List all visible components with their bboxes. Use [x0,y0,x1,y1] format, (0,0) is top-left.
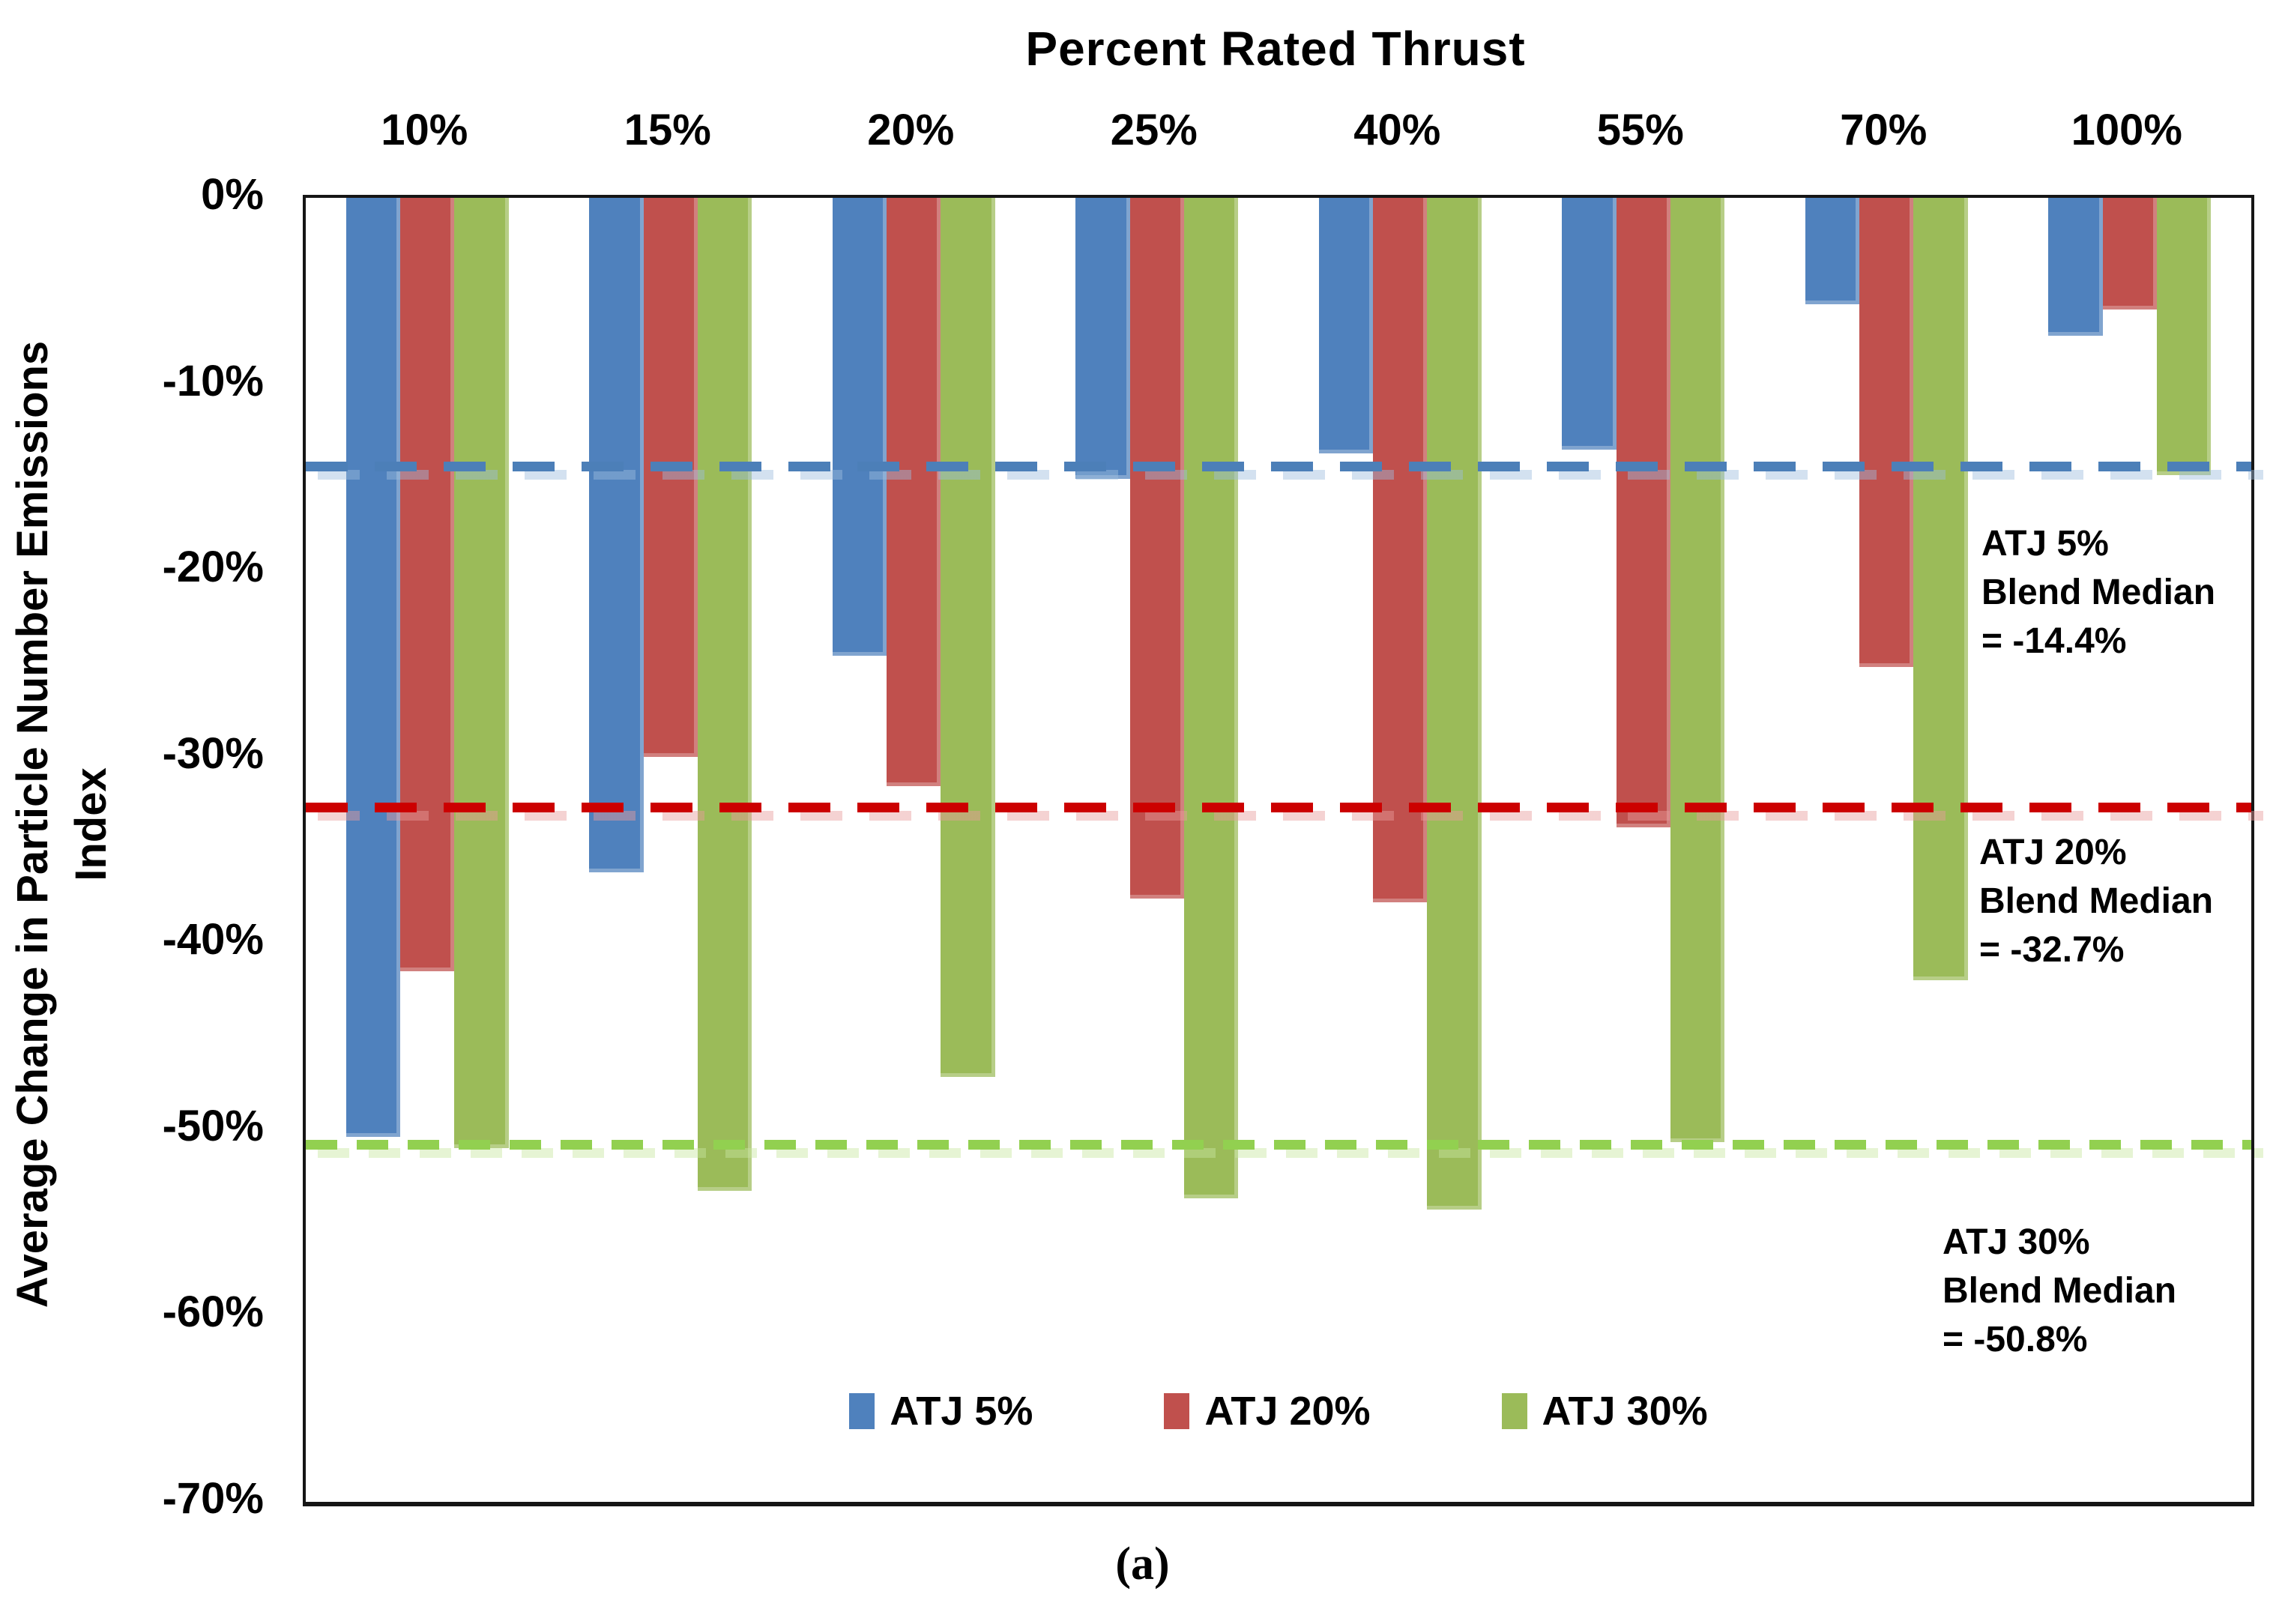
x-tick-label-20pct: 20% [867,106,955,154]
annotation-line: = -32.7% [1979,929,2125,970]
refline-shadow [318,469,2263,480]
bar-atj-5pct-100pct [2048,198,2103,336]
y-tick-label-neg10pct: -10% [162,356,264,405]
y-tick-label-neg50pct: -50% [162,1101,264,1150]
annotation-atj-20pct: ATJ 20% Blend Median = -32.7% [1979,829,2213,974]
bar-atj-20pct-20pct [887,198,941,787]
annotation-line: ATJ 20% [1979,833,2127,872]
annotation-line: ATJ 5% [1981,524,2109,564]
bar-atj-5pct-20pct [832,198,887,656]
bar-atj-20pct-70pct [1859,198,1914,668]
median-refline-atj-5pct [306,461,2263,481]
refline-dash [306,461,2251,471]
annotation-line: Blend Median [1981,572,2216,612]
bar-atj-30pct-20pct [941,198,995,1078]
refline-dash [306,1139,2251,1150]
bar-atj-30pct-70pct [1913,198,1968,980]
x-tick-label-10pct: 10% [381,106,468,154]
x-tick-label-55pct: 55% [1596,106,1684,154]
bar-atj-30pct-10pct [454,198,509,1148]
legend-label: ATJ 30% [1542,1389,1708,1434]
y-tick-label-neg70pct: -70% [162,1474,264,1523]
annotation-line: = -50.8% [1943,1319,2088,1359]
refline-shadow [318,1147,2263,1158]
y-tick-label-neg40pct: -40% [162,915,264,965]
bar-atj-5pct-10pct [345,198,401,1137]
chart-title: Percent Rated Thrust [1025,22,1526,76]
bar-atj-20pct-100pct [2102,198,2157,310]
legend-swatch [849,1393,875,1429]
plot-area: ATJ 5% Blend Median = -14.4% ATJ 20% Blend M… [303,195,2263,1506]
bar-atj-5pct-55pct [1562,198,1617,450]
legend-swatch [1164,1393,1190,1429]
bar-atj-30pct-100pct [2156,198,2212,476]
annotation-atj-5pct: ATJ 5% Blend Median = -14.4% [1981,520,2215,665]
annotation-atj-30pct: ATJ 30% Blend Median = -50.8% [1943,1219,2176,1364]
bar-atj-5pct-15pct [589,198,644,872]
bar-atj-5pct-25pct [1075,198,1130,480]
x-tick-label-25pct: 25% [1110,106,1198,154]
bar-atj-5pct-40pct [1318,198,1374,453]
annotation-line: ATJ 30% [1943,1222,2090,1262]
bar-atj-30pct-40pct [1427,198,1482,1210]
legend: ATJ 5% ATJ 20% ATJ 30% [306,1388,2251,1434]
bar-atj-20pct-55pct [1616,198,1670,828]
annotation-line: Blend Median [1979,881,2214,921]
legend-item-atj-20pct: ATJ 20% [1164,1388,1371,1434]
annotation-line: Blend Median [1943,1270,2177,1311]
y-tick-label-0pct: 0% [201,170,264,219]
x-tick-label-100pct: 100% [2071,106,2182,154]
bar-atj-30pct-15pct [697,198,752,1191]
median-refline-atj-30pct [306,1139,2263,1159]
legend-label: ATJ 5% [890,1389,1033,1434]
y-tick-label-neg30pct: -30% [162,728,264,778]
legend-item-atj-30pct: ATJ 30% [1501,1388,1708,1434]
x-tick-label-40pct: 40% [1353,106,1441,154]
refline-shadow [318,810,2263,821]
x-tick-label-70pct: 70% [1840,106,1928,154]
median-refline-atj-20pct [306,802,2263,822]
legend-swatch [1501,1393,1527,1429]
bar-atj-20pct-25pct [1129,198,1184,899]
bar-atj-30pct-55pct [1670,198,1725,1143]
legend-item-atj-5pct: ATJ 5% [849,1388,1033,1434]
y-tick-label-neg20pct: -20% [162,543,264,592]
refline-dash [306,802,2251,812]
bar-atj-30pct-25pct [1183,198,1239,1198]
legend-label: ATJ 20% [1204,1389,1371,1434]
annotation-line: = -14.4% [1981,621,2127,661]
bar-atj-5pct-70pct [1805,198,1860,304]
y-tick-label-neg60pct: -60% [162,1288,264,1337]
bar-atj-20pct-40pct [1373,198,1428,902]
x-tick-label-15pct: 15% [624,106,711,154]
bar-atj-20pct-10pct [400,198,455,971]
subfigure-caption: (a) [1115,1539,1170,1590]
bar-atj-20pct-15pct [643,198,698,757]
